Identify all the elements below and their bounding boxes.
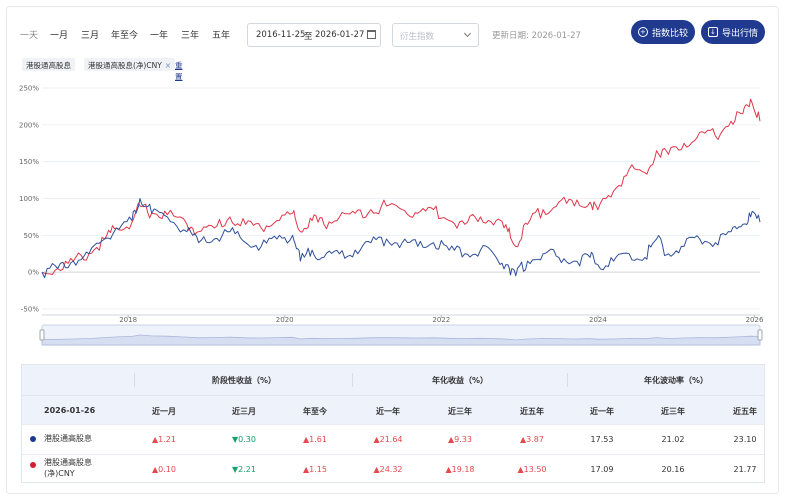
header-divider (567, 373, 568, 387)
date-sep: 至 (304, 32, 313, 42)
x-tick-label: 2022 (432, 316, 450, 324)
range-tab-1m[interactable]: 一月 (50, 31, 69, 41)
series-line-2 (41, 98, 761, 275)
series-dot (30, 462, 36, 468)
group-header-period-return: 阶段性收益（%） (212, 376, 277, 385)
column-header: 近一年 (376, 407, 400, 416)
returns-table: 阶段性收益（%） 年化收益（%） 年化波动率（%） 2026-01-26 近一月… (21, 364, 765, 483)
table-cell: ▲24.32 (373, 465, 403, 474)
export-button[interactable]: ↓ 导出行情 (701, 20, 765, 44)
table-cell: 17.53 (590, 435, 614, 444)
navigator-area (41, 334, 761, 346)
remove-icon[interactable]: × (164, 61, 172, 70)
navigator-handle-left (39, 329, 45, 341)
table-cell: ▲21.64 (373, 435, 403, 444)
x-tick-label: 2020 (276, 316, 294, 324)
y-tick-label: 200% (19, 121, 39, 129)
table-cell: 20.16 (661, 465, 685, 474)
reset-link[interactable]: 重置 (175, 61, 183, 81)
table-cell: ▲19.18 (445, 465, 475, 474)
export-button-label: 导出行情 (721, 28, 758, 39)
group-header-volatility: 年化波动率（%） (644, 376, 709, 385)
y-tick-label: 250% (19, 85, 39, 93)
legend-tag-series1[interactable]: 港股通高股息 (22, 58, 75, 71)
y-tick-label: 100% (19, 195, 39, 203)
column-header: 近五年 (733, 407, 757, 416)
column-header: 近一月 (152, 407, 176, 416)
compare-index-button[interactable]: + 指数比较 (631, 20, 695, 44)
calendar-icon (367, 30, 376, 39)
table-cell: ▲9.33 (448, 435, 472, 444)
series-line-1 (41, 198, 761, 279)
table-cell: ▲1.61 (303, 435, 327, 444)
range-tab-ytd[interactable]: 年至今 (111, 31, 139, 41)
x-axis: 2018 2020 2022 2024 2026 (42, 314, 764, 324)
table-cell: ▲1.21 (152, 435, 176, 444)
row-series-name: 港股通高股息(净)CNY (44, 458, 92, 478)
table-cell: 23.10 (733, 435, 757, 444)
derived-index-select[interactable]: 衍生指数 (392, 23, 479, 47)
y-axis: 250% 200% 150% 100% 50% 0% -50% (19, 85, 39, 314)
table-cell: 17.09 (590, 465, 614, 474)
column-header: 近三年 (448, 407, 472, 416)
table-group-header: 阶段性收益（%） 年化收益（%） 年化波动率（%） (22, 365, 764, 395)
column-header: 近一年 (590, 407, 614, 416)
column-header: 近三年 (661, 407, 685, 416)
series-dot (30, 436, 36, 442)
column-header: 年至今 (303, 407, 327, 416)
chart-grid (42, 87, 760, 310)
table-cell: ▲3.87 (520, 435, 544, 444)
range-tab-1y[interactable]: 一年 (150, 31, 169, 41)
table-row: 港股通高股息(净)CNY ▲0.10 ▼2.21 ▲1.15 ▲24.32 ▲19.18 ▲… (22, 454, 764, 483)
cloud-download-icon: ↓ (707, 27, 718, 37)
group-header-annual-return: 年化收益（%） (432, 376, 489, 385)
range-navigator (39, 324, 763, 346)
date-start: 2016-11-25 (256, 30, 306, 40)
table-cell: ▲13.50 (517, 465, 547, 474)
header-divider (352, 373, 353, 387)
range-tab-1d[interactable]: 一天 (20, 31, 39, 41)
y-tick-label: 0% (28, 269, 39, 277)
range-tab-5y[interactable]: 五年 (212, 31, 231, 41)
column-header: 近五年 (520, 407, 544, 416)
table-cell: 21.02 (661, 435, 685, 444)
plus-circle-icon: + (637, 27, 648, 37)
column-header: 近三月 (232, 407, 256, 416)
range-tab-3y[interactable]: 三年 (181, 31, 200, 41)
y-tick-label: 150% (19, 158, 39, 166)
table-cell: ▼2.21 (232, 465, 256, 474)
x-tick-label: 2024 (589, 316, 607, 324)
column-header-date: 2026-01-26 (44, 406, 96, 415)
header-divider (134, 373, 135, 387)
x-tick-label: 2018 (119, 316, 137, 324)
updated-date: 更新日期: 2026-01-27 (492, 31, 581, 41)
table-cell: ▲1.15 (303, 465, 327, 474)
chevron-down-icon (463, 29, 472, 38)
legend-series1-label: 港股通高股息 (26, 61, 71, 70)
navigator-handle-right (757, 329, 763, 341)
performance-chart[interactable]: 250%200%150%100%50%0%-50% 2018 2020 2022 20… (0, 75, 785, 353)
table-cell: ▲0.10 (152, 465, 176, 474)
y-tick-label: -50% (21, 306, 39, 314)
table-cell: 21.77 (733, 465, 757, 474)
legend-series2-label: 港股通高股息(净)CNY (88, 61, 162, 70)
compare-button-label: 指数比较 (651, 28, 688, 39)
table-column-header: 2026-01-26 近一月 近三月 年至今 近一年 近三年 近五年 近一年 近三年 近五年 (22, 395, 764, 424)
date-end: 2026-01-27 (315, 30, 365, 40)
chart-lines (41, 98, 761, 279)
y-tick-label: 50% (23, 232, 39, 240)
x-tick-label: 2026 (746, 316, 764, 324)
table-cell: ▼0.30 (232, 435, 256, 444)
legend-tag-series2[interactable]: 港股通高股息(净)CNY × (84, 58, 176, 71)
range-tab-3m[interactable]: 三月 (81, 31, 100, 41)
derived-index-placeholder: 衍生指数 (400, 32, 435, 42)
table-row: 港股通高股息 ▲1.21 ▼0.30 ▲1.61 ▲21.64 ▲9.33 ▲3.87 17.… (22, 424, 764, 453)
row-series-name: 港股通高股息 (44, 434, 92, 443)
date-range-picker[interactable]: 2016-11-25 至 2026-01-27 (247, 23, 381, 47)
